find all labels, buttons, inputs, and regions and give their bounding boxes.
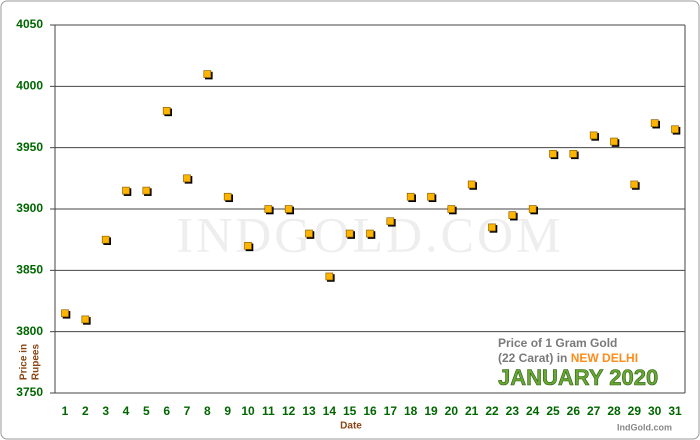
x-tick-label: 9 [224,404,231,418]
marker [549,150,557,158]
annotation-city: NEW DELHI [571,351,638,365]
annotation-period: JANUARY 2020 [498,365,658,390]
marker [467,180,476,189]
marker [305,229,313,238]
x-tick-label: 17 [384,404,398,418]
x-tick-label: 2 [82,404,89,418]
marker [284,205,293,213]
marker [122,186,130,195]
y-tick-label: 3750 [16,385,43,399]
x-tick-label: 22 [485,404,499,418]
x-tick-label: 18 [404,404,418,418]
x-tick-label: 1 [62,404,69,418]
x-tick-label: 7 [184,404,191,418]
x-tick-label: 29 [628,404,642,418]
x-tick-label: 31 [668,404,682,418]
marker [630,180,639,189]
marker [203,70,212,78]
marker [61,309,69,318]
annotation: Price of 1 Gram Gold (22 Carat) in NEW D… [498,336,659,390]
x-tick-label: 20 [445,404,459,418]
x-tick-label: 21 [465,404,479,418]
y-tick-label: 4000 [16,79,43,93]
x-tick-label: 24 [526,404,540,418]
marker [345,229,354,238]
marker [366,229,374,238]
marker [386,217,395,226]
x-tick-label: 6 [163,404,170,418]
x-tick-label: 5 [143,404,150,418]
annotation-line: (22 Carat) in NEW DELHI [498,351,638,365]
marker [325,272,334,281]
marker [528,205,537,213]
y-tick-label: 4050 [16,17,43,31]
x-axis-label: Date [340,421,362,432]
marker [569,150,578,158]
credit: IndGold.com [617,422,672,432]
x-tick-label: 4 [123,404,130,418]
annotation-text: (22 Carat) in [498,351,567,365]
annotation-line: Price of 1 Gram Gold [498,336,617,350]
x-tick-label: 27 [587,404,601,418]
marker [488,223,496,232]
x-tick-label: 28 [607,404,621,418]
marker [427,192,435,201]
marker [142,186,151,195]
x-tick-label: 23 [506,404,520,418]
x-tick-label: 30 [648,404,662,418]
y-tick-label: 3950 [16,140,43,154]
marker [447,205,456,213]
y-axis-label: Price in Rupees [19,344,42,381]
x-tick-label: 26 [567,404,581,418]
marker [589,131,598,140]
y-tick-label: 3850 [16,263,43,277]
marker [81,315,90,324]
y-axis-label-line: Price in [19,344,30,380]
x-tick-label: 11 [262,404,275,418]
marker [101,235,110,244]
x-tick-label: 12 [282,404,296,418]
marker [264,205,273,213]
marker [162,107,171,115]
x-tick-label: 14 [323,404,337,418]
x-tick-label: 16 [363,404,377,418]
marker [650,119,659,127]
marker [406,192,415,201]
x-tick-label: 3 [102,404,109,418]
x-tick-label: 25 [546,404,560,418]
marker [508,211,517,219]
marker [244,242,252,250]
marker [671,125,679,134]
x-tick-label: 10 [241,404,255,418]
y-axis-label-line: Rupees [31,344,42,381]
x-tick-label: 19 [424,404,438,418]
x-tick-label: 13 [302,404,316,418]
marker [610,137,618,146]
marker [223,192,232,201]
x-tick-label: 8 [204,404,211,418]
y-tick-label: 3800 [16,324,43,338]
marker [183,174,191,183]
x-tick-label: 15 [343,404,357,418]
y-tick-label: 3900 [16,201,43,215]
